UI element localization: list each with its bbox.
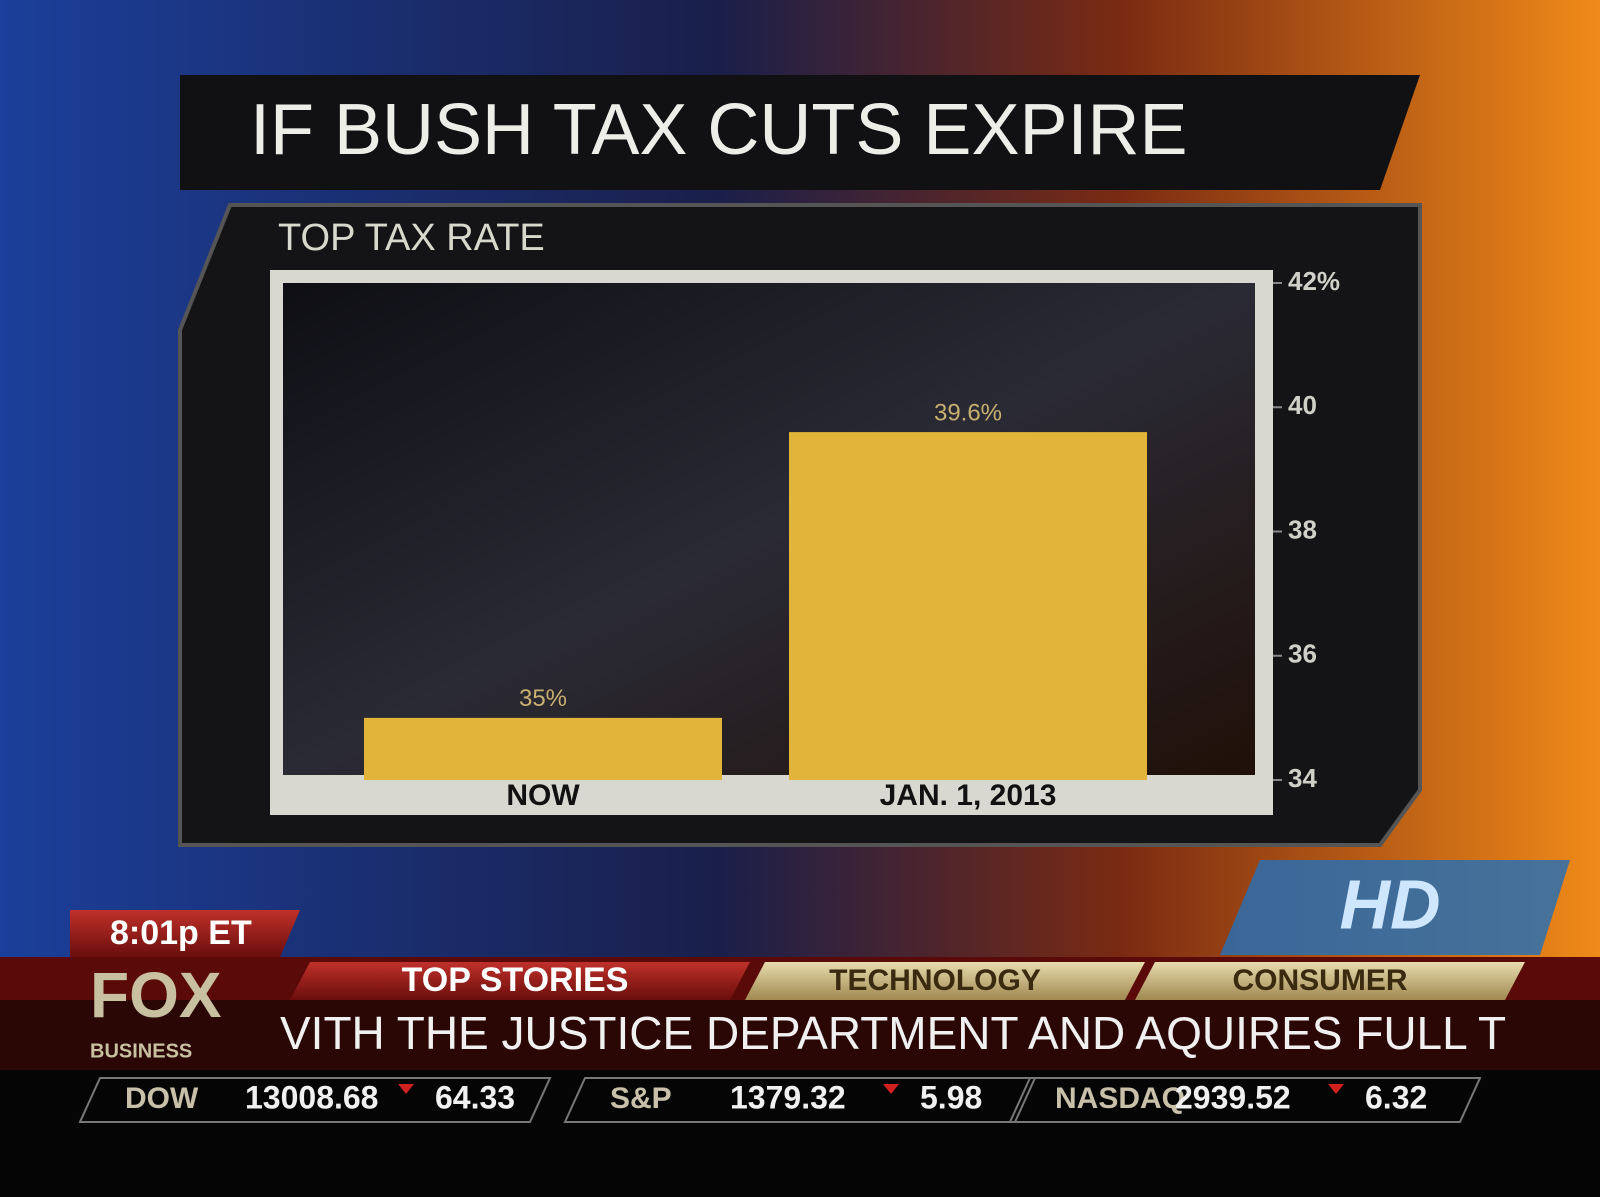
hd-badge bbox=[1220, 860, 1570, 955]
tab-label[interactable]: TOP STORIES bbox=[402, 961, 629, 999]
stocks: DOW 13008.68 64.33 S&P 1379.32 5.98 NASDAQ2939… bbox=[78, 1077, 1482, 1123]
chart: 34 36 38 40 42% 35% NOW 39.6% JAN. 1, 2013 bbox=[364, 266, 1340, 812]
stock-change: 5.98 bbox=[920, 1079, 982, 1115]
y-tick-label: 40 bbox=[1288, 390, 1317, 420]
bar bbox=[789, 432, 1147, 780]
stock-name: DOW bbox=[125, 1082, 199, 1115]
value-label: 35% bbox=[519, 685, 567, 712]
stock-bar bbox=[0, 1070, 1600, 1197]
y-tick-label: 42% bbox=[1288, 266, 1340, 296]
down-arrow bbox=[398, 1084, 414, 1094]
tab bbox=[745, 962, 1145, 1000]
x-tick-label: NOW bbox=[506, 779, 580, 812]
title-panel bbox=[180, 75, 1420, 190]
chart-title: IF BUSH TAX CUTS EXPIRE bbox=[250, 90, 1188, 170]
tab-label[interactable]: CONSUMER bbox=[1232, 964, 1407, 997]
y-tick-label: 34 bbox=[1288, 763, 1317, 793]
chart-subtitle: TOP TAX RATE bbox=[278, 217, 545, 259]
stock-change: 64.33 bbox=[435, 1079, 515, 1115]
x-tick-label: JAN. 1, 2013 bbox=[880, 779, 1057, 812]
time-tab bbox=[70, 910, 300, 957]
y-tick-label: 38 bbox=[1288, 514, 1317, 544]
stock-price: 2939.52 bbox=[1175, 1079, 1291, 1115]
time: 8:01p ET bbox=[110, 914, 252, 952]
stock-price: 13008.68 bbox=[245, 1079, 378, 1115]
bar bbox=[364, 717, 722, 780]
value-label: 39.6% bbox=[934, 399, 1002, 426]
stock-box bbox=[78, 1077, 552, 1123]
y-tick-label: 36 bbox=[1288, 639, 1317, 669]
stock-name: NASDAQ bbox=[1055, 1082, 1185, 1115]
down-arrow bbox=[1328, 1084, 1344, 1094]
logo-sub: BUSINESS bbox=[90, 1040, 192, 1062]
crawl-bar bbox=[0, 1000, 1600, 1070]
stock-box bbox=[1008, 1077, 1482, 1123]
stock-name: S&P bbox=[610, 1082, 672, 1115]
stock-price: 1379.32 bbox=[730, 1079, 846, 1115]
down-arrow bbox=[883, 1084, 899, 1094]
logo: FOX bbox=[90, 959, 222, 1031]
stock-change: 6.32 bbox=[1365, 1079, 1427, 1115]
tab bbox=[290, 962, 750, 1000]
tab-label[interactable]: TECHNOLOGY bbox=[829, 964, 1041, 997]
tab bbox=[1135, 962, 1525, 1000]
crawl-text: VITH THE JUSTICE DEPARTMENT AND AQUIRES … bbox=[280, 1007, 1506, 1059]
hd-text: HD bbox=[1339, 865, 1440, 943]
